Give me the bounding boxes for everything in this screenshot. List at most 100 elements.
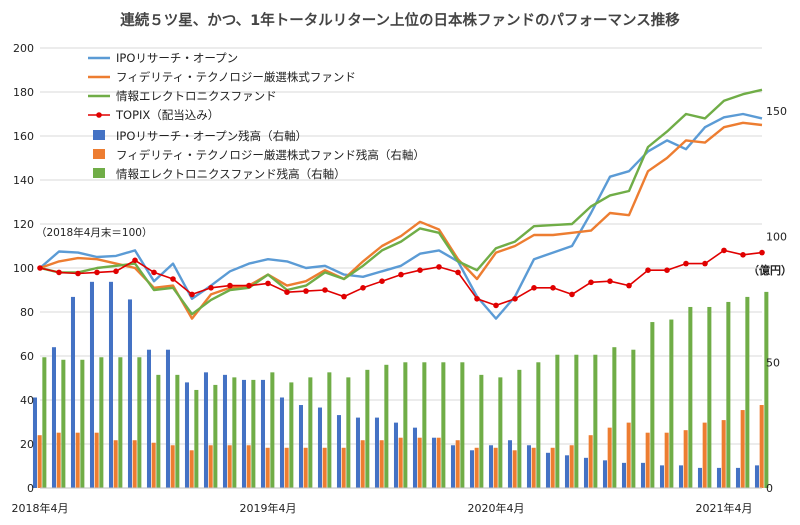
bar-ipo_bar (222, 374, 227, 488)
point-topix (569, 291, 575, 298)
bar-elec_bar (156, 374, 161, 488)
bar-elec_bar (441, 362, 446, 488)
left-tick-label: 40 (20, 394, 34, 407)
point-topix (417, 267, 423, 274)
bar-elec_bar (99, 357, 104, 488)
point-topix (170, 276, 176, 282)
bar-fidelity_bar (379, 440, 384, 488)
point-topix (246, 282, 252, 289)
right-tick-label: 0 (766, 482, 773, 495)
bar-ipo_bar (165, 349, 170, 488)
right-axis-unit: （億円） (748, 263, 792, 277)
bar-ipo_bar (355, 417, 360, 488)
bar-fidelity_bar (284, 447, 289, 488)
bar-ipo_bar (298, 405, 303, 488)
point-topix (512, 296, 518, 302)
left-tick-label: 160 (13, 130, 34, 143)
bar-ipo_bar (146, 349, 151, 488)
bar-ipo_bar (697, 467, 702, 488)
point-topix (683, 260, 689, 267)
bar-fidelity_bar (265, 447, 270, 488)
bar-fidelity_bar (474, 447, 479, 488)
bar-ipo_bar (127, 299, 132, 488)
bar-elec_bar (517, 369, 522, 488)
bar-ipo_bar (203, 372, 208, 488)
bar-fidelity_bar (132, 440, 137, 488)
point-topix (341, 293, 347, 300)
bar-fidelity_bar (398, 437, 403, 488)
legend: IPOリサーチ・オープンフィデリティ・テクノロジー厳選株式ファンド情報エレクトロ… (88, 51, 425, 181)
point-topix (227, 282, 233, 289)
legend-swatch-ipo_bar (93, 130, 105, 140)
point-topix (550, 285, 556, 291)
bar-fidelity_bar (588, 435, 593, 488)
line-fidelity (39, 121, 763, 320)
point-topix (436, 264, 442, 270)
point-topix (474, 296, 480, 302)
left-tick-label: 100 (13, 262, 34, 275)
point-topix (208, 285, 214, 291)
point-topix (493, 302, 499, 309)
bar-fidelity_bar (246, 445, 251, 488)
left-tick-label: 20 (20, 438, 34, 451)
left-tick-label: 140 (13, 174, 34, 187)
left-tick-label: 80 (20, 306, 34, 319)
bar-elec_bar (764, 291, 769, 488)
bar-fidelity_bar (436, 437, 441, 488)
bar-fidelity_bar (170, 445, 175, 488)
bar-ipo_bar (659, 465, 664, 488)
bar-ipo_bar (51, 347, 56, 488)
bar-fidelity_bar (721, 420, 726, 488)
bar-ipo_bar (545, 452, 550, 488)
bar-fidelity_bar (75, 432, 80, 488)
legend-label-topix: TOPIX（配当込み） (115, 108, 219, 122)
point-topix (455, 269, 461, 276)
bar-fidelity_bar (550, 447, 555, 488)
axes: 0 20 40 60 80 100 120 140 160 180 200 0 50 100 150 2018… (12, 42, 788, 515)
point-topix (132, 257, 138, 264)
bar-elec_bar (745, 296, 750, 488)
point-topix (75, 270, 81, 277)
bar-ipo_bar (716, 467, 721, 488)
bar-fidelity_bar (455, 440, 460, 488)
bar-ipo_bar (678, 465, 683, 488)
bar-elec_bar (688, 306, 693, 488)
bar-fidelity_bar (360, 440, 365, 488)
point-topix (702, 260, 708, 267)
bar-elec_bar (555, 354, 560, 488)
point-topix (531, 285, 537, 291)
bar-elec_bar (118, 357, 123, 488)
bar-ipo_bar (89, 281, 94, 488)
left-tick-label: 200 (13, 42, 34, 55)
line-topix (39, 249, 763, 307)
bar-ipo_bar (488, 445, 493, 488)
bar-ipo_bar (393, 422, 398, 488)
legend-label-ipo: IPOリサーチ・オープン (116, 51, 238, 65)
bar-elec_bar (726, 301, 731, 488)
point-topix (322, 287, 328, 293)
bar-ipo_bar (621, 462, 626, 488)
bar-fidelity_bar (94, 432, 99, 488)
bar-elec_bar (631, 349, 636, 488)
right-tick-label: 50 (766, 356, 780, 369)
bar-fidelity_bar (626, 422, 631, 488)
bar-ipo_bar (507, 440, 512, 488)
bar-fidelity_bar (569, 445, 574, 488)
bar-elec_bar (593, 354, 598, 488)
bar-ipo_bar (469, 450, 474, 488)
bar-ipo_bar (640, 462, 645, 488)
bar-fidelity_bar (702, 422, 707, 488)
legend-label-fidelity: フィデリティ・テクノロジー厳選株式ファンド (116, 70, 356, 84)
bar-fidelity_bar (113, 440, 118, 488)
left-tick-label: 180 (13, 86, 34, 99)
point-topix (94, 269, 100, 276)
bar-fidelity_bar (645, 432, 650, 488)
x-tick-label: 2021年4月 (696, 501, 753, 515)
bar-fidelity_bar (740, 410, 745, 488)
bar-series-group (32, 281, 769, 488)
bar-ipo_bar (431, 437, 436, 488)
bar-elec_bar (460, 362, 465, 488)
bar-elec_bar (327, 372, 332, 488)
bar-ipo_bar (583, 457, 588, 488)
